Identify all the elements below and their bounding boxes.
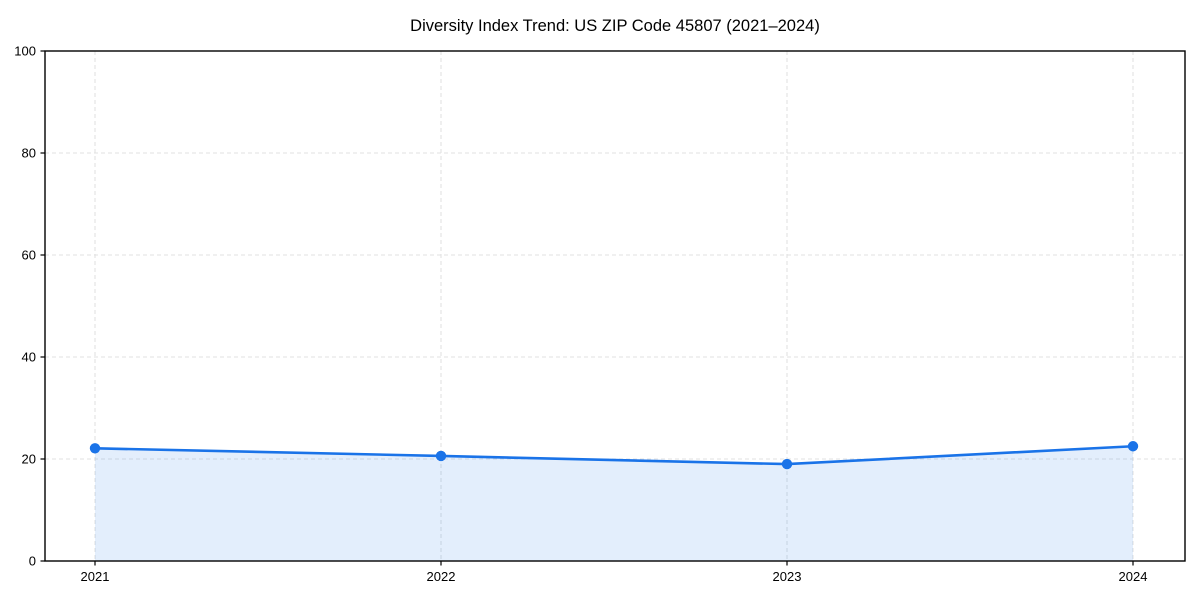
data-point-2021	[89, 443, 101, 454]
x-tick-label: 2022	[427, 569, 456, 584]
y-tick-label: 100	[14, 44, 36, 59]
y-tick-label: 0	[29, 554, 36, 569]
y-tick-label: 80	[22, 146, 36, 161]
plot-border	[44, 50, 1186, 562]
chart-layers: 0 20 40 60 80 100 2021 2022 2023 2024	[14, 44, 1186, 584]
x-tick-label: 2024	[1119, 569, 1148, 584]
trend-line	[93, 444, 1135, 466]
data-point-2024	[1127, 441, 1139, 452]
x-tick-label: 2021	[81, 569, 110, 584]
data-point-2023	[781, 458, 793, 470]
y-tick-label: 20	[22, 452, 36, 467]
chart-title: Diversity Index Trend: US ZIP Code 45807…	[410, 17, 820, 35]
y-tick-label: 40	[22, 350, 36, 365]
area-fill	[95, 446, 1133, 561]
x-tick-label: 2023	[773, 569, 802, 584]
y-tick-label: 60	[22, 248, 36, 263]
data-point-2022	[435, 450, 447, 462]
